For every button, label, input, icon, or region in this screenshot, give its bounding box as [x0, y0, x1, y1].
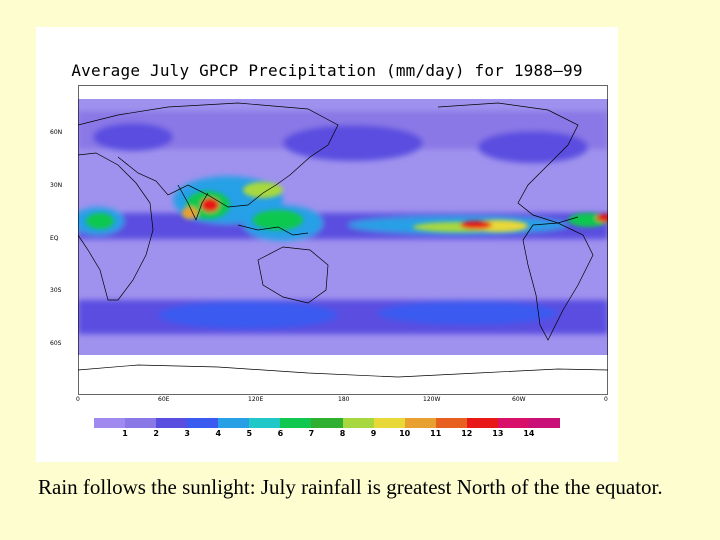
- colorbar-label-11: 11: [430, 429, 442, 438]
- colorbar-swatch-9: [342, 418, 374, 428]
- colorbar-label-4: 4: [215, 429, 222, 438]
- lon-label-120w: 120W: [423, 396, 441, 403]
- colorbar-swatch-15: [528, 418, 560, 428]
- colorbar-swatch-8: [311, 418, 343, 428]
- coast-north-america: [437, 102, 579, 224]
- precip-africa-green: [86, 213, 114, 229]
- precip-philippines: [253, 210, 303, 230]
- colorbar-label-3: 3: [184, 429, 190, 438]
- lat-label-60s: 60S: [50, 340, 62, 347]
- slide-caption: Rain follows the sunlight: July rainfall…: [38, 475, 663, 499]
- colorbar: [94, 418, 560, 428]
- coast-antarctica: [78, 364, 608, 378]
- precip-nw-pacific: [283, 125, 423, 161]
- precip-india-orange: [182, 207, 198, 219]
- coast-south-america: [522, 222, 594, 341]
- map-title: Average July GPCP Precipitation (mm/day)…: [71, 61, 583, 80]
- precip-south-pacific: [378, 301, 558, 325]
- precipitation-figure: Average July GPCP Precipitation (mm/day)…: [36, 27, 618, 462]
- precip-atlantic-red: [596, 214, 608, 222]
- map-canvas: [78, 85, 608, 395]
- lon-label-60e: 60E: [158, 396, 170, 403]
- precip-southern-dry: [78, 355, 608, 395]
- lat-label-30n: 30N: [50, 182, 63, 189]
- colorbar-label-2: 2: [153, 429, 159, 438]
- colorbar-swatch-14: [497, 418, 529, 428]
- colorbar-label-13: 13: [492, 429, 504, 438]
- lat-label-eq: EQ: [50, 235, 59, 242]
- colorbar-label-14: 14: [523, 429, 535, 438]
- precip-bengal-red: [201, 198, 219, 212]
- map-frame: [78, 85, 608, 395]
- lon-label-120e: 120E: [248, 396, 264, 403]
- precipitation-map: 60N 30N EQ 30S 60S 0 60E 120E 180 120W 6…: [50, 85, 608, 403]
- colorbar-label-9: 9: [370, 429, 377, 438]
- lon-label-0-right: 0: [604, 396, 608, 403]
- lon-label-60w: 60W: [512, 396, 526, 403]
- colorbar-swatch-11: [404, 418, 436, 428]
- colorbar-label-10: 10: [399, 429, 411, 438]
- lat-label-30s: 30S: [50, 287, 62, 294]
- lat-label-60n: 60N: [50, 129, 63, 136]
- colorbar-swatch-12: [435, 418, 467, 428]
- colorbar-label-8: 8: [339, 429, 346, 438]
- colorbar-label-12: 12: [461, 429, 473, 438]
- colorbar-label-1: 1: [122, 429, 128, 438]
- colorbar-swatch-1: [94, 418, 126, 428]
- colorbar-swatch-13: [466, 418, 498, 428]
- colorbar-label-5: 5: [246, 429, 253, 438]
- coast-india: [177, 184, 209, 221]
- colorbar-swatch-3: [156, 418, 188, 428]
- colorbar-label-6: 6: [277, 429, 284, 438]
- precip-europe: [93, 123, 173, 151]
- precip-n-atlantic: [478, 131, 588, 163]
- coast-africa: [78, 152, 154, 301]
- colorbar-swatch-7: [280, 418, 312, 428]
- colorbar-swatch-10: [373, 418, 405, 428]
- lon-label-0-left: 0: [76, 396, 80, 403]
- coast-indonesia: [237, 224, 309, 236]
- colorbar-swatch-5: [218, 418, 250, 428]
- colorbar-label-7: 7: [308, 429, 315, 438]
- coast-australia: [257, 246, 329, 304]
- coastlines: [78, 102, 608, 378]
- lon-label-180: 180: [338, 396, 350, 403]
- colorbar-labels: 1 2 3 4 5 6 7 8 9 10 11 12 13 14: [94, 429, 560, 441]
- coast-eurasia: [78, 102, 339, 208]
- colorbar-swatch-2: [125, 418, 157, 428]
- colorbar-swatch-6: [249, 418, 281, 428]
- precip-south-indian: [158, 301, 338, 329]
- precip-east-asia: [243, 182, 283, 198]
- precip-pacific-red: [460, 221, 492, 229]
- colorbar-swatch-4: [187, 418, 219, 428]
